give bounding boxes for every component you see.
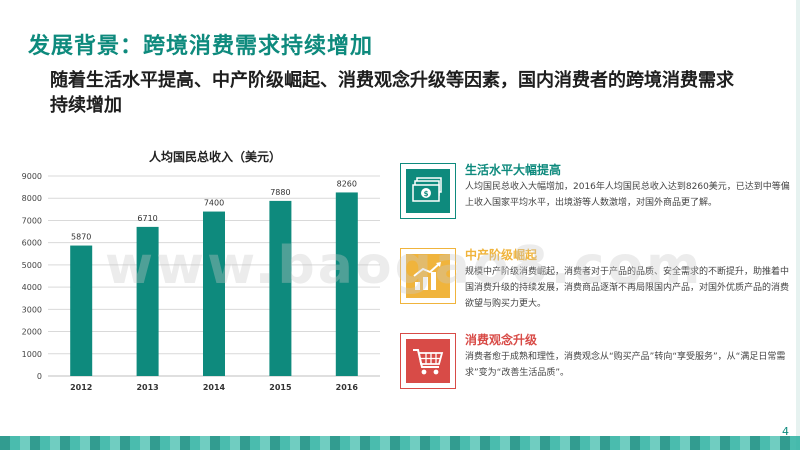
feature-description: 规模中产阶级消费崛起，消费者对于产品的品质、安全需求的不断提升，助推着中国消费升… [465,267,790,309]
feature-icon-box [400,333,456,389]
y-tick-label: 7000 [22,216,42,225]
y-tick-label: 9000 [22,172,42,181]
right-edge-strip [796,0,800,450]
y-tick-label: 1000 [22,350,42,359]
page-number: 4 [782,425,789,438]
chart-title: 人均国民总收入（美元） [148,150,281,164]
y-tick-label: 4000 [22,283,42,292]
feature-description: 人均国民总收入大幅增加，2016年人均国民总收入达到8260美元，已达到中等偏上… [465,182,790,208]
bar-value-label: 8260 [337,179,357,188]
bar [269,200,292,376]
bottom-decorative-band [0,436,800,450]
bar-value-label: 6710 [137,214,157,223]
y-tick-label: 2000 [22,328,42,337]
svg-text:$: $ [424,190,429,198]
bar [136,226,159,376]
money-icon: $ [412,177,442,202]
x-tick-label: 2013 [136,383,158,392]
bar-value-label: 7880 [270,188,290,197]
y-tick-label: 8000 [22,194,42,203]
bar [70,245,93,376]
y-tick-label: 0 [37,372,42,381]
bar [335,192,358,376]
feature-icon-box: $ [400,163,456,219]
income-bar-chart: 0 1000 2000 3000 4000 5000 6000 7000 8000 9000 587… [22,172,380,392]
feature-title: 消费观念升级 [465,333,538,347]
x-tick-label: 2015 [269,383,292,392]
y-tick-label: 3000 [22,305,42,314]
page-title: 发展背景：跨境消费需求持续增加 [28,34,374,59]
x-tick-label: 2016 [336,383,359,392]
growth-chart-icon [413,262,441,290]
bar-value-label: 7400 [204,199,224,208]
watermark-text: www.baogao8.com [105,236,704,296]
subtitle: 随着生活水平提高、中产阶级崛起、消费观念升级等因素，国内消费者的跨境消费需求持续… [50,70,734,116]
feature-icon-box [400,248,456,304]
shopping-cart-icon [413,349,444,375]
x-tick-label: 2014 [203,383,226,392]
bar-value-label: 5870 [71,233,91,242]
feature-description: 消费者愈于成熟和理性，消费观念从“购买产品”转向“享受服务”，从“满足日常需求”… [465,352,786,378]
feature-title: 生活水平大幅提高 [465,163,562,177]
y-tick-label: 6000 [22,239,42,248]
y-tick-label: 5000 [22,261,42,270]
x-tick-label: 2012 [70,383,92,392]
feature-title: 中产阶级崛起 [465,248,538,262]
bar [203,211,225,376]
